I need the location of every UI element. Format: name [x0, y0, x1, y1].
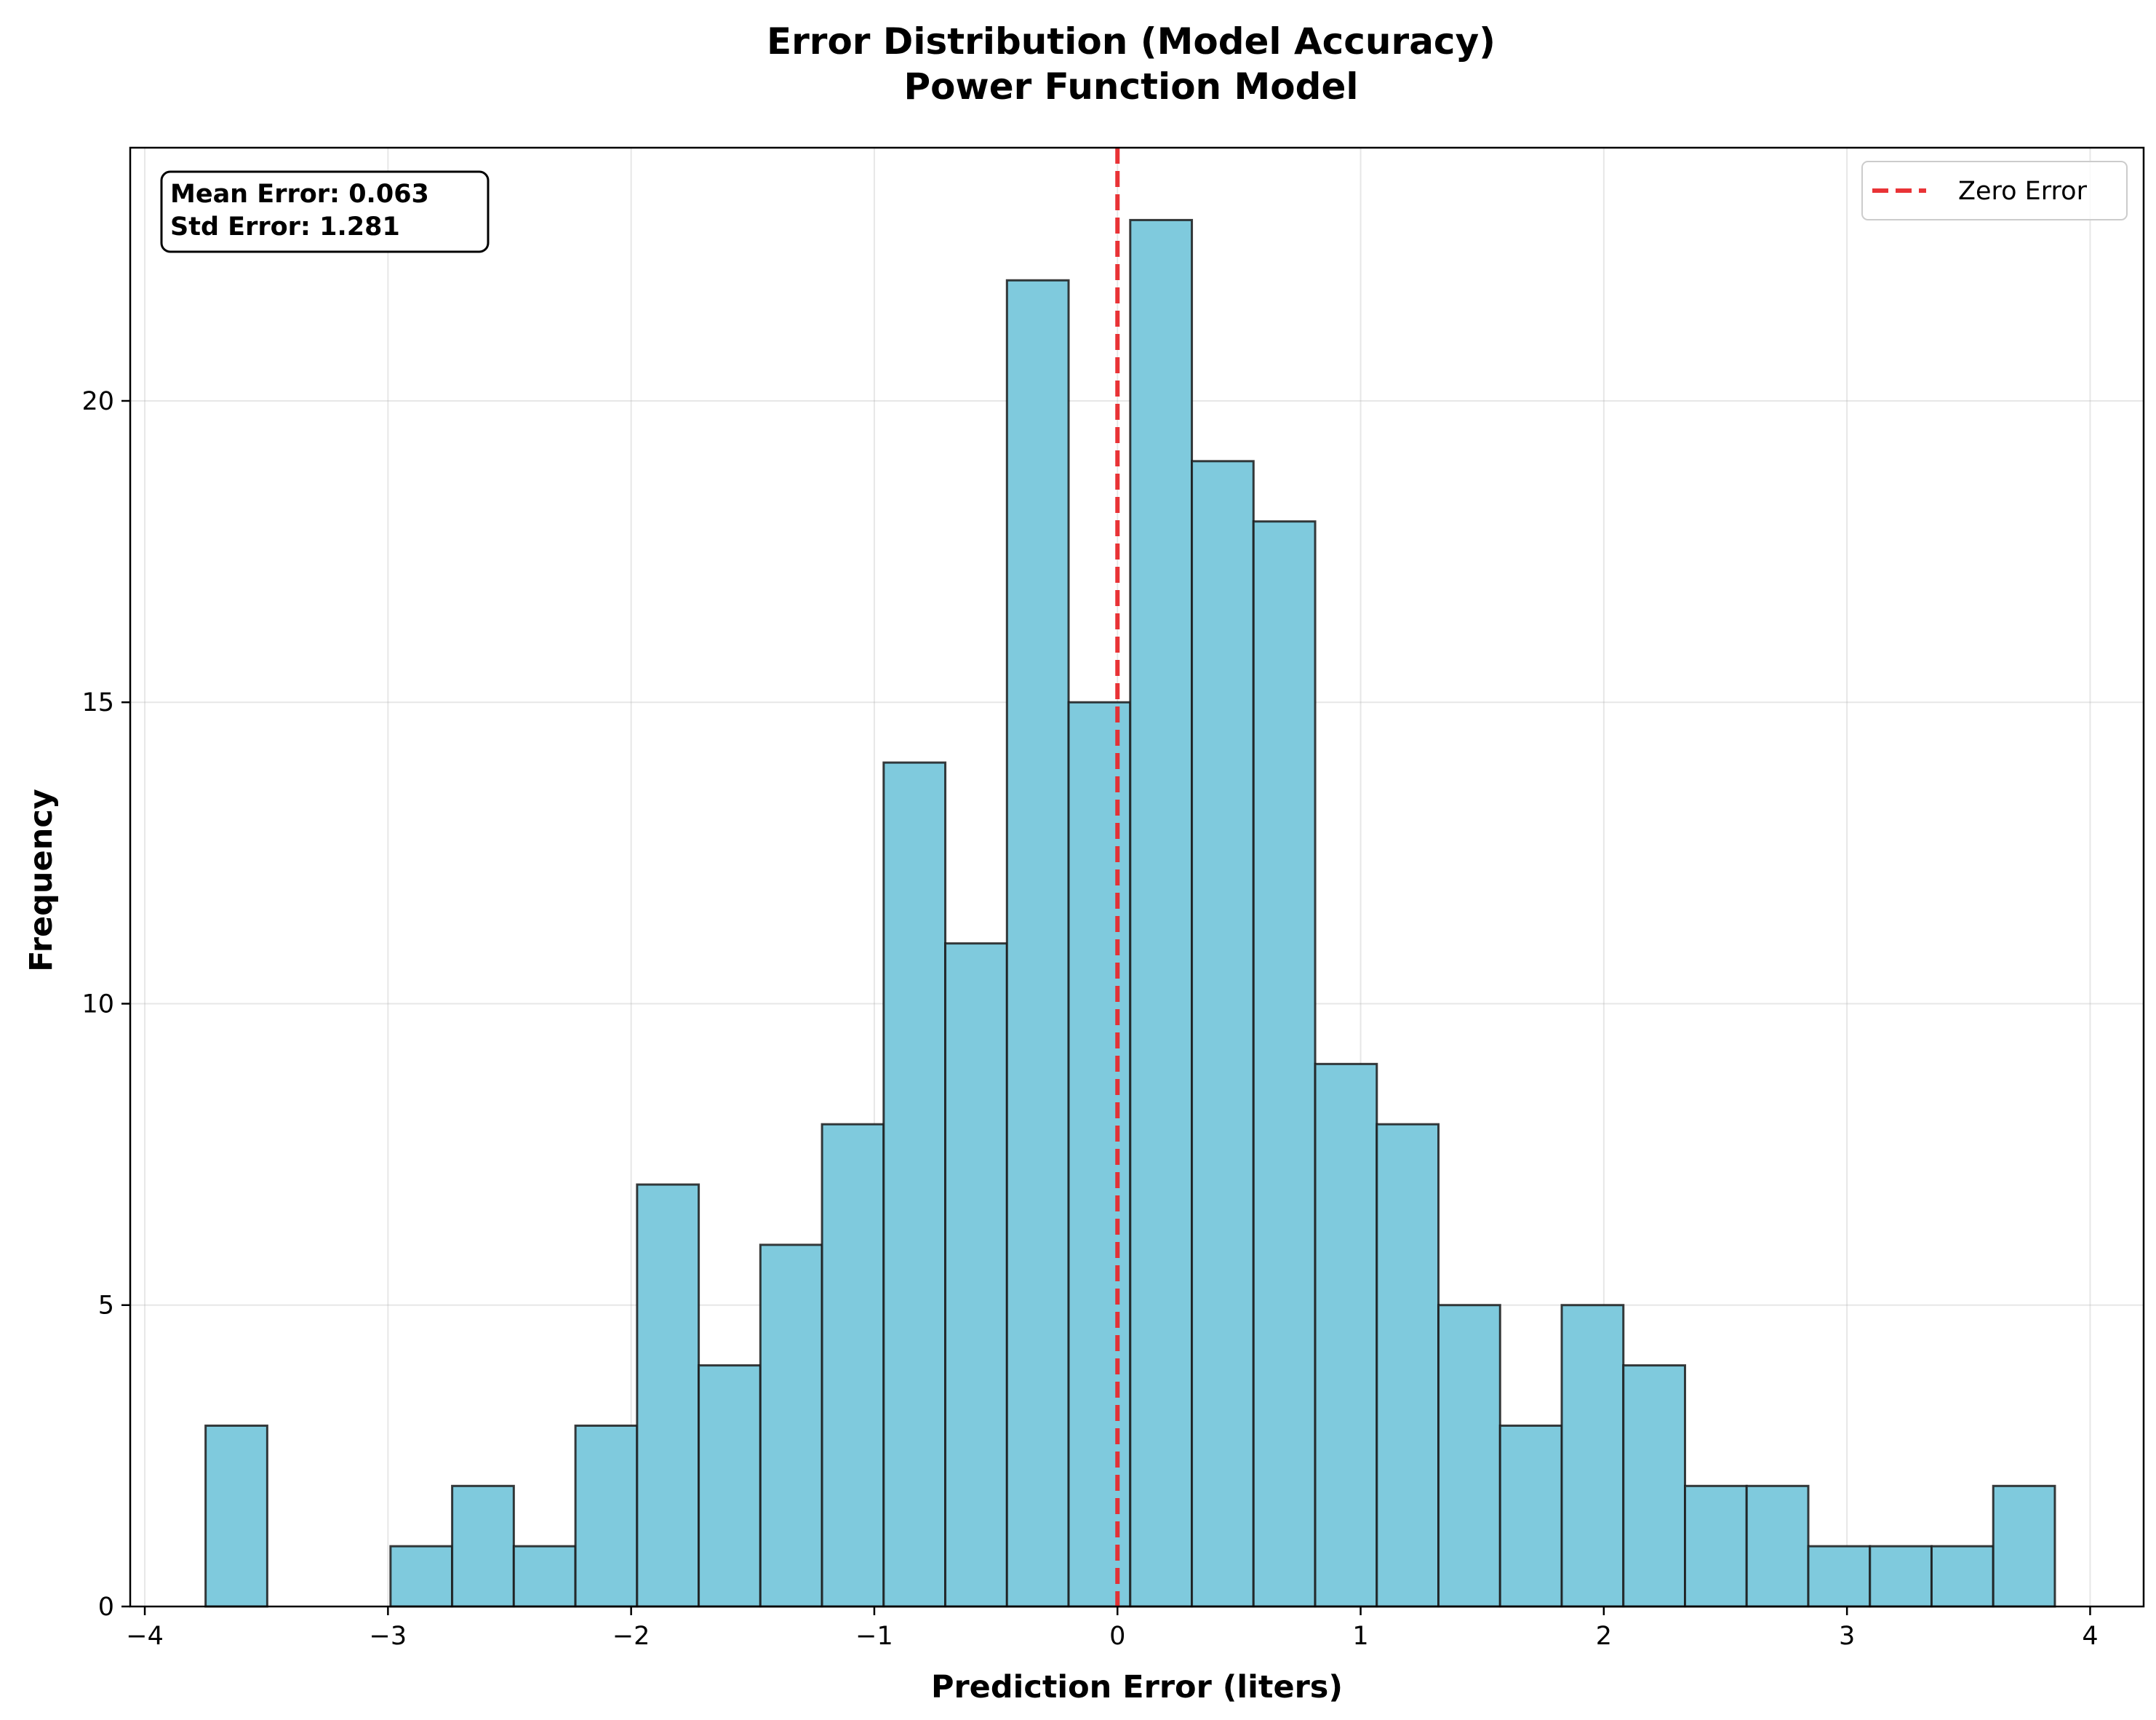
stats-box: [160, 170, 490, 253]
histogram-bar: [698, 1364, 762, 1608]
histogram-bar: [1005, 279, 1070, 1608]
histogram-bar: [1560, 1304, 1625, 1608]
x-axis-ticks: −4 −3 −2 −1 0 1 2 3 4: [126, 1606, 2099, 1651]
chart-subtitle: Power Function Model: [904, 65, 1359, 108]
histogram-bar: [1437, 1304, 1501, 1608]
histogram-bar: [1191, 460, 1255, 1608]
std-error-text: Std Error: 1.281: [170, 212, 400, 242]
y-tick-label: 15: [81, 688, 114, 717]
histogram-bar: [1129, 218, 1194, 1608]
histogram-bar: [1869, 1545, 1933, 1608]
x-tick-label: 2: [1596, 1622, 1612, 1651]
histogram-bar: [1930, 1545, 1995, 1608]
chart-title: Error Distribution (Model Accuracy): [767, 20, 1496, 63]
x-tick-label: 0: [1109, 1622, 1125, 1651]
histogram-bar: [1376, 1123, 1440, 1608]
histogram-bar: [944, 942, 1008, 1608]
stats-annotation: Mean Error: 0.063 Std Error: 1.281: [160, 170, 490, 253]
mean-error-text: Mean Error: 0.063: [170, 180, 429, 209]
histogram-bar: [204, 1424, 268, 1608]
x-tick-label: 3: [1839, 1622, 1855, 1651]
histogram-bar: [1622, 1364, 1687, 1608]
y-tick-label: 20: [81, 387, 114, 416]
y-axis-ticks: 0 5 10 15 20: [81, 387, 130, 1622]
legend-box: [1861, 161, 2128, 220]
histogram-bar: [389, 1545, 454, 1608]
y-axis-label: Frequency: [23, 789, 60, 972]
histogram-bar: [759, 1243, 823, 1608]
histogram-bar: [1807, 1545, 1872, 1608]
histogram-bar: [1745, 1484, 1810, 1608]
x-tick-label: −2: [612, 1622, 650, 1651]
histogram-bar: [512, 1545, 577, 1608]
x-tick-label: −1: [855, 1622, 893, 1651]
x-tick-label: −4: [126, 1622, 164, 1651]
legend: Zero Error: [1861, 161, 2128, 220]
y-tick-label: 10: [81, 990, 114, 1019]
histogram-bar: [1314, 1062, 1378, 1608]
x-tick-label: −3: [370, 1622, 407, 1651]
x-tick-label: 4: [2082, 1622, 2098, 1651]
histogram-bar: [882, 761, 947, 1608]
histogram-bar: [821, 1123, 885, 1608]
x-axis-label: Prediction Error (liters): [931, 1669, 1343, 1705]
legend-entry-zero-error: Zero Error: [1958, 177, 2088, 206]
y-tick-label: 5: [98, 1291, 114, 1321]
histogram-bar: [636, 1183, 700, 1608]
histogram-bar: [451, 1484, 515, 1608]
histogram-bar: [1498, 1424, 1563, 1608]
plot-frame: [129, 146, 2145, 1608]
y-tick-label: 0: [98, 1593, 114, 1622]
histogram-bar: [1684, 1484, 1748, 1608]
x-tick-label: 1: [1352, 1622, 1368, 1651]
histogram-bars: [204, 218, 2056, 1608]
histogram-bar: [1252, 520, 1317, 1608]
histogram-bar: [1067, 701, 1132, 1608]
histogram-bar: [1992, 1484, 2056, 1608]
histogram-bar: [574, 1424, 639, 1608]
